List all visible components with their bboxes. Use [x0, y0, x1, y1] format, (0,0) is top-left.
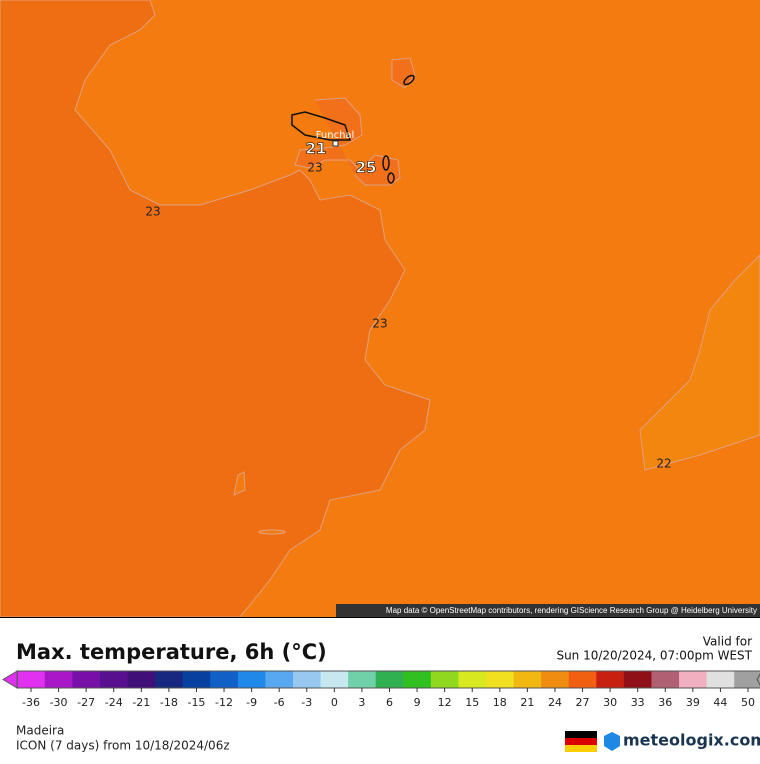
valid-time: Sun 10/20/2024, 07:00pm WEST [556, 649, 752, 663]
contour [403, 74, 415, 86]
color-swatch [651, 671, 680, 688]
colorbar-label: 21 [520, 696, 534, 709]
color-swatch [99, 671, 129, 688]
colorbar-label: 6 [386, 696, 393, 709]
island [233, 471, 246, 496]
color-swatch [320, 671, 349, 688]
color-swatch [734, 671, 760, 688]
isotherm-label: 23 [372, 317, 387, 331]
colorbar-label: 24 [548, 696, 562, 709]
region: Madeira [16, 724, 64, 738]
flag [565, 745, 597, 752]
color-swatch [17, 671, 46, 688]
color-swatch [127, 671, 156, 688]
color-swatch [679, 671, 708, 688]
color-swatch [623, 671, 652, 688]
color-swatch [44, 671, 73, 688]
city-label: Funchal [316, 130, 355, 141]
city-marker [332, 140, 339, 147]
color-swatch [265, 671, 294, 688]
model: ICON (7 days) from 10/18/2024/06z [16, 739, 230, 753]
color-swatch [182, 671, 211, 688]
colorbar-label: 39 [686, 696, 700, 709]
color-swatch [348, 671, 377, 688]
isotherm-label: 23 [307, 161, 322, 175]
attribution: Map data © OpenStreetMap contributors, r… [386, 606, 757, 615]
color-swatch [430, 671, 459, 688]
color-swatch [237, 671, 266, 688]
cool-region [639, 254, 760, 471]
colorbar-label: 36 [658, 696, 672, 709]
flag [565, 731, 597, 738]
colorbar-label: -9 [246, 696, 257, 709]
color-swatch [210, 671, 239, 688]
color-swatch [568, 671, 597, 688]
colorbar-arrow [756, 673, 760, 686]
colorbar-label: -21 [132, 696, 150, 709]
color-swatch [541, 671, 570, 688]
colorbar-label: 50 [741, 696, 755, 709]
colorbar-label: 12 [438, 696, 452, 709]
colorbar-arrow [2, 670, 18, 689]
color-swatch [292, 671, 322, 688]
colorbar-label: 15 [465, 696, 479, 709]
isotherm-label: 23 [145, 205, 160, 219]
island [258, 529, 286, 535]
colorbar-label: -36 [22, 696, 40, 709]
logo-icon [604, 732, 620, 751]
flag [565, 738, 597, 745]
island [294, 97, 401, 186]
colorbar-label: -12 [215, 696, 233, 709]
color-swatch [155, 671, 184, 688]
color-swatch [403, 671, 432, 688]
colorbar-label: 44 [713, 696, 727, 709]
temp-label: 25 [356, 159, 377, 177]
contour [291, 111, 352, 141]
color-swatch [375, 671, 404, 688]
color-swatch [458, 671, 487, 688]
contour [382, 155, 390, 171]
colorbar-label: -15 [187, 696, 205, 709]
color-swatch [513, 671, 542, 688]
temp-label: 21 [306, 140, 327, 158]
color-swatch [706, 671, 735, 688]
attribution-bg [336, 604, 760, 617]
colorbar-label: -27 [77, 696, 95, 709]
colorbar-label: -24 [105, 696, 123, 709]
colorbar-label: -3 [301, 696, 312, 709]
colorbar-label: 30 [603, 696, 617, 709]
valid-label: Valid for [703, 635, 752, 649]
colorbar-label: 18 [493, 696, 507, 709]
contour [387, 172, 395, 184]
color-swatch [72, 671, 101, 688]
colorbar-label: 9 [414, 696, 421, 709]
isotherm-label: 22 [656, 457, 671, 471]
colorbar-label: -18 [160, 696, 178, 709]
brand[interactable]: meteologix.com [623, 731, 760, 750]
colorbar-label: 33 [631, 696, 645, 709]
colorbar-label: 3 [358, 696, 365, 709]
color-swatch [596, 671, 625, 688]
colorbar-label: 27 [576, 696, 590, 709]
island [391, 57, 416, 89]
warm-region [0, 0, 431, 618]
color-swatch [486, 671, 515, 688]
title: Max. temperature, 6h (°C) [16, 640, 327, 664]
colorbar-label: 0 [331, 696, 338, 709]
colorbar-label: -6 [274, 696, 285, 709]
colorbar-label: -30 [50, 696, 68, 709]
